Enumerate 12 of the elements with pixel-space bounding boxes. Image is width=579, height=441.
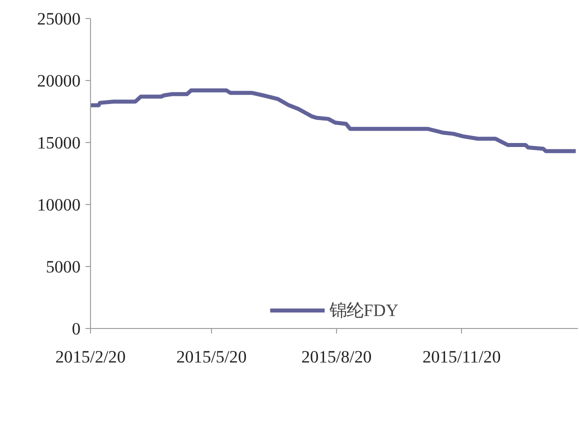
y-tick-label: 0 (72, 320, 81, 338)
y-tick-label: 25000 (37, 10, 81, 28)
x-tick-label: 2015/8/20 (301, 348, 372, 366)
y-tick-label: 5000 (46, 258, 80, 276)
y-tick-label: 10000 (37, 196, 81, 214)
y-tick-label: 20000 (37, 72, 81, 90)
x-tick-label: 2015/2/20 (55, 348, 126, 366)
y-tick-label: 15000 (37, 134, 81, 152)
x-tick-label: 2015/11/20 (422, 348, 501, 366)
legend-label: 锦纶FDY (330, 300, 398, 322)
line-series (90, 88, 578, 154)
x-tick-label: 2015/5/20 (176, 348, 247, 366)
